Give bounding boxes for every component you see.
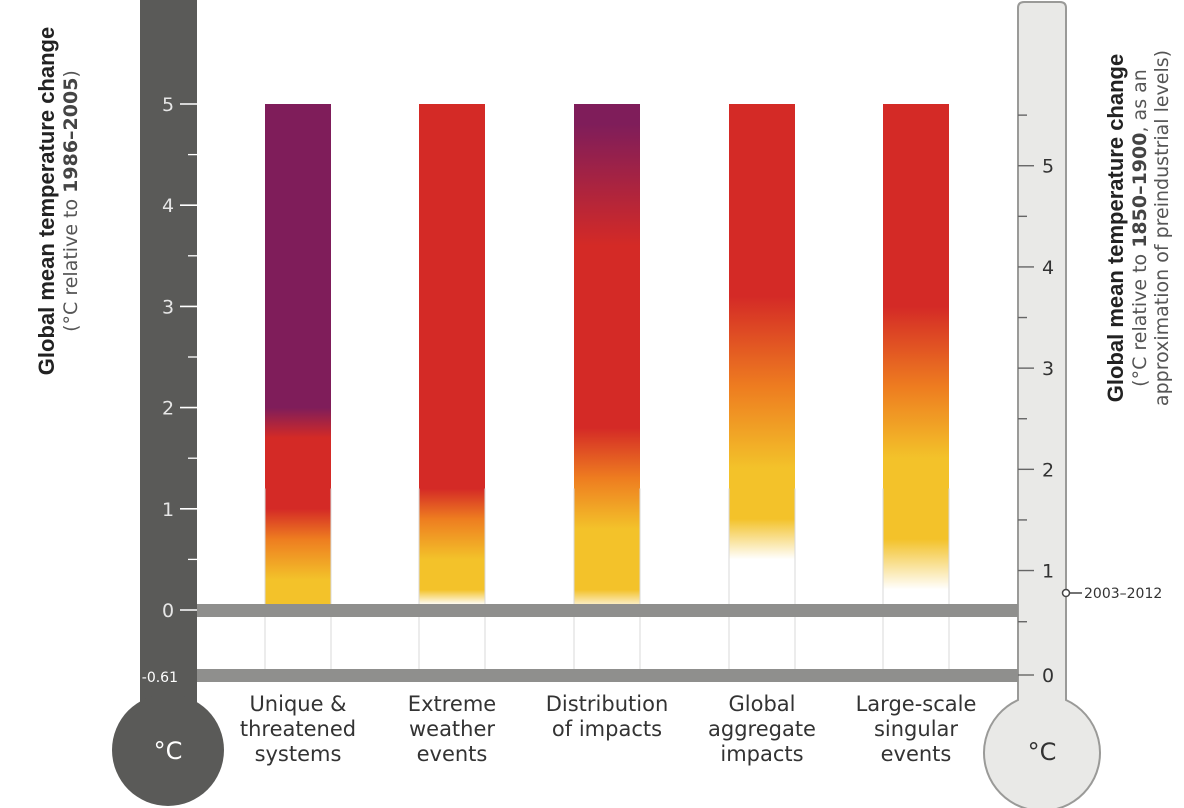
reference-line-zero bbox=[197, 604, 1018, 617]
left-tick-label: 1 bbox=[162, 499, 174, 521]
ember-bar bbox=[729, 104, 795, 675]
category-label-line: Global bbox=[687, 692, 837, 717]
left-thermometer-unit: °C bbox=[154, 737, 183, 765]
category-label: Distribution of impacts bbox=[532, 692, 682, 742]
right-thermometer: °C bbox=[984, 2, 1100, 808]
left-axis-title-main: Global mean temperature change bbox=[34, 0, 60, 501]
category-label-line: of impacts bbox=[532, 717, 682, 742]
left-tick-label: 5 bbox=[162, 94, 174, 116]
ember-bar bbox=[574, 104, 640, 675]
ember-bar bbox=[419, 104, 485, 675]
right-axis-title: Global mean temperature change (°C relat… bbox=[1103, 0, 1184, 528]
annotation-label: 2003–2012 bbox=[1084, 586, 1162, 602]
right-axis-title-main: Global mean temperature change bbox=[1103, 0, 1129, 528]
left-tick-label: -0.61 bbox=[142, 670, 178, 686]
category-label-line: singular bbox=[841, 717, 991, 742]
category-label-line: events bbox=[841, 742, 991, 767]
reference-line-preindustrial bbox=[197, 669, 1018, 682]
left-tick-label: 4 bbox=[162, 195, 174, 217]
right-tick-label: 1 bbox=[1042, 561, 1054, 583]
category-label: Extreme weather events bbox=[377, 692, 527, 767]
category-label-line: systems bbox=[223, 742, 373, 767]
category-label-line: weather bbox=[377, 717, 527, 742]
category-label-line: Large-scale bbox=[841, 692, 991, 717]
left-tick-label: 3 bbox=[162, 296, 174, 318]
left-tick-label: 0 bbox=[162, 600, 174, 622]
left-axis-title: Global mean temperature change (°C relat… bbox=[34, 0, 92, 501]
right-axis-subtitle-line1: (°C relative to 1850–1900, as an bbox=[1129, 0, 1151, 528]
ember-bar bbox=[883, 104, 949, 675]
right-thermometer-outline bbox=[984, 2, 1100, 808]
right-thermometer-unit: °C bbox=[1028, 738, 1057, 766]
category-label-line: aggregate bbox=[687, 717, 837, 742]
left-axis-subtitle: (°C relative to 1986–2005) bbox=[60, 0, 82, 501]
right-axis-subtitle-line2: approximation of preindustrial levels) bbox=[1151, 0, 1173, 528]
category-label-line: events bbox=[377, 742, 527, 767]
annotation-2003-2012: 2003–2012 bbox=[1063, 586, 1163, 602]
ember-bars bbox=[265, 104, 949, 675]
category-label-line: impacts bbox=[687, 742, 837, 767]
category-label: Unique & threatened systems bbox=[223, 692, 373, 767]
category-label: Large-scale singular events bbox=[841, 692, 991, 767]
category-label-line: threatened bbox=[223, 717, 373, 742]
right-tick-label: 0 bbox=[1042, 665, 1054, 687]
left-tick-label: 2 bbox=[162, 398, 174, 420]
right-tick-label: 2 bbox=[1042, 459, 1054, 481]
annotation-marker bbox=[1063, 590, 1070, 597]
category-label: Global aggregate impacts bbox=[687, 692, 837, 767]
category-label-line: Unique & bbox=[223, 692, 373, 717]
right-tick-label: 3 bbox=[1042, 358, 1054, 380]
right-tick-label: 5 bbox=[1042, 156, 1054, 178]
category-label-line: Distribution bbox=[532, 692, 682, 717]
right-tick-label: 4 bbox=[1042, 257, 1054, 279]
category-label-line: Extreme bbox=[377, 692, 527, 717]
ember-bar bbox=[265, 104, 331, 675]
